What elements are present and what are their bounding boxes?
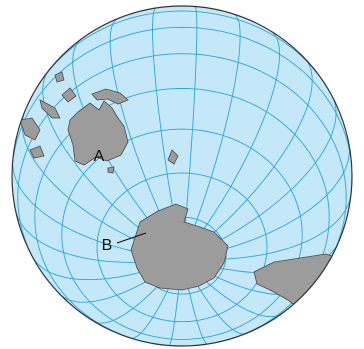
graticule-line <box>12 26 352 177</box>
graticule-line <box>109 18 183 259</box>
globe-outline <box>11 5 353 347</box>
graticule-line <box>181 30 280 259</box>
australia <box>67 100 129 166</box>
new-guinea <box>91 88 129 105</box>
map-label: B <box>102 237 113 254</box>
graticule-line <box>61 128 303 340</box>
island <box>61 87 77 103</box>
tasmania <box>107 166 115 174</box>
graticule-line <box>181 97 337 259</box>
label-leader <box>116 232 147 244</box>
antarctica <box>130 203 229 291</box>
graticule-line <box>152 7 183 259</box>
island <box>54 71 65 83</box>
island <box>29 145 45 159</box>
island <box>19 117 41 141</box>
island <box>39 99 61 119</box>
map-label: A <box>94 148 105 165</box>
graticule-line <box>96 172 268 323</box>
graticule-line <box>181 13 241 259</box>
ocean <box>12 6 352 346</box>
new-zealand <box>167 149 179 165</box>
graticule-line <box>181 6 198 259</box>
